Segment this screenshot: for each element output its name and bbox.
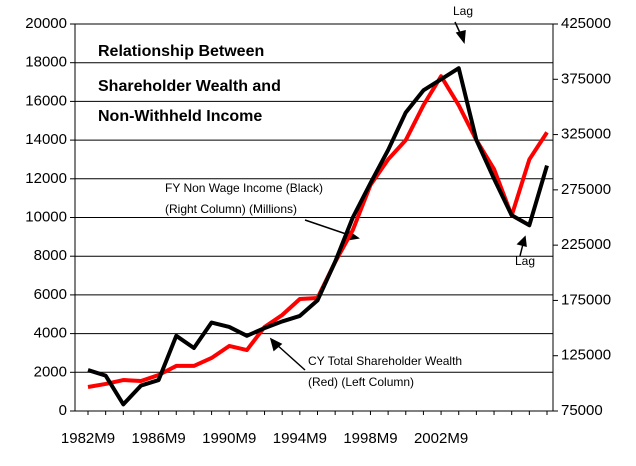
y-tick-label: 2000 [34, 363, 67, 380]
y-tick-label: 10000 [25, 208, 67, 225]
x-tick-label: 1986M9 [132, 430, 186, 447]
plot-frame [74, 23, 554, 412]
annotation: FY Non Wage Income (Black) [165, 181, 323, 195]
y-tick-label: 6000 [34, 286, 67, 303]
annotation: (Right Column) (Millions) [165, 202, 297, 216]
series-line [87, 66, 549, 407]
y2-tick-label: 125000 [561, 347, 611, 364]
annotation: Lag [515, 254, 535, 268]
y-tick-label: 12000 [25, 170, 67, 187]
chart-title: Shareholder Wealth and [98, 78, 281, 95]
y2-tick-label: 225000 [561, 236, 611, 253]
y2-tick-label: 75000 [561, 402, 603, 419]
x-tick-label: 2002M9 [414, 430, 468, 447]
annotation: Lag [453, 4, 473, 18]
y-tick-label: 14000 [25, 131, 67, 148]
y2-tick-label: 175000 [561, 291, 611, 308]
chart-title: Relationship Between [98, 43, 264, 60]
x-tick-label: 1990M9 [202, 430, 256, 447]
annotation: CY Total Shareholder Wealth [308, 354, 462, 368]
x-tick-label: 1982M9 [61, 430, 115, 447]
y2-tick-label: 375000 [561, 70, 611, 87]
y2-tick-label: 325000 [561, 126, 611, 143]
y-tick-label: 20000 [25, 15, 67, 32]
y2-tick-label: 425000 [561, 15, 611, 32]
y-tick-label: 0 [59, 402, 67, 419]
annotation: (Red) (Left Column) [308, 375, 414, 389]
y-tick-label: 8000 [34, 247, 67, 264]
y2-tick-label: 275000 [561, 181, 611, 198]
y-tick-label: 4000 [34, 325, 67, 342]
x-tick-label: 1994M9 [273, 430, 327, 447]
y-tick-label: 18000 [25, 54, 67, 71]
y-tick-label: 16000 [25, 92, 67, 109]
x-tick-label: 1998M9 [343, 430, 397, 447]
chart-title: Non-Withheld Income [98, 108, 262, 125]
